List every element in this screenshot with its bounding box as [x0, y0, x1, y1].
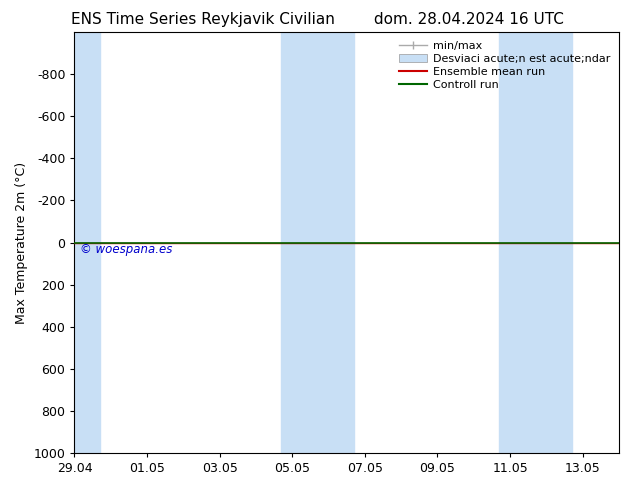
Bar [63, 32, 100, 453]
Y-axis label: Max Temperature 2m (°C): Max Temperature 2m (°C) [15, 162, 28, 323]
Text: © woespana.es: © woespana.es [80, 243, 172, 256]
Text: ENS Time Series Reykjavik Civilian        dom. 28.04.2024 16 UTC: ENS Time Series Reykjavik Civilian dom. … [70, 12, 564, 27]
Legend: min/max, Desviaci acute;n est acute;ndar, Ensemble mean run, Controll run: min/max, Desviaci acute;n est acute;ndar… [396, 38, 614, 93]
Bar [281, 32, 354, 453]
Bar [499, 32, 572, 453]
